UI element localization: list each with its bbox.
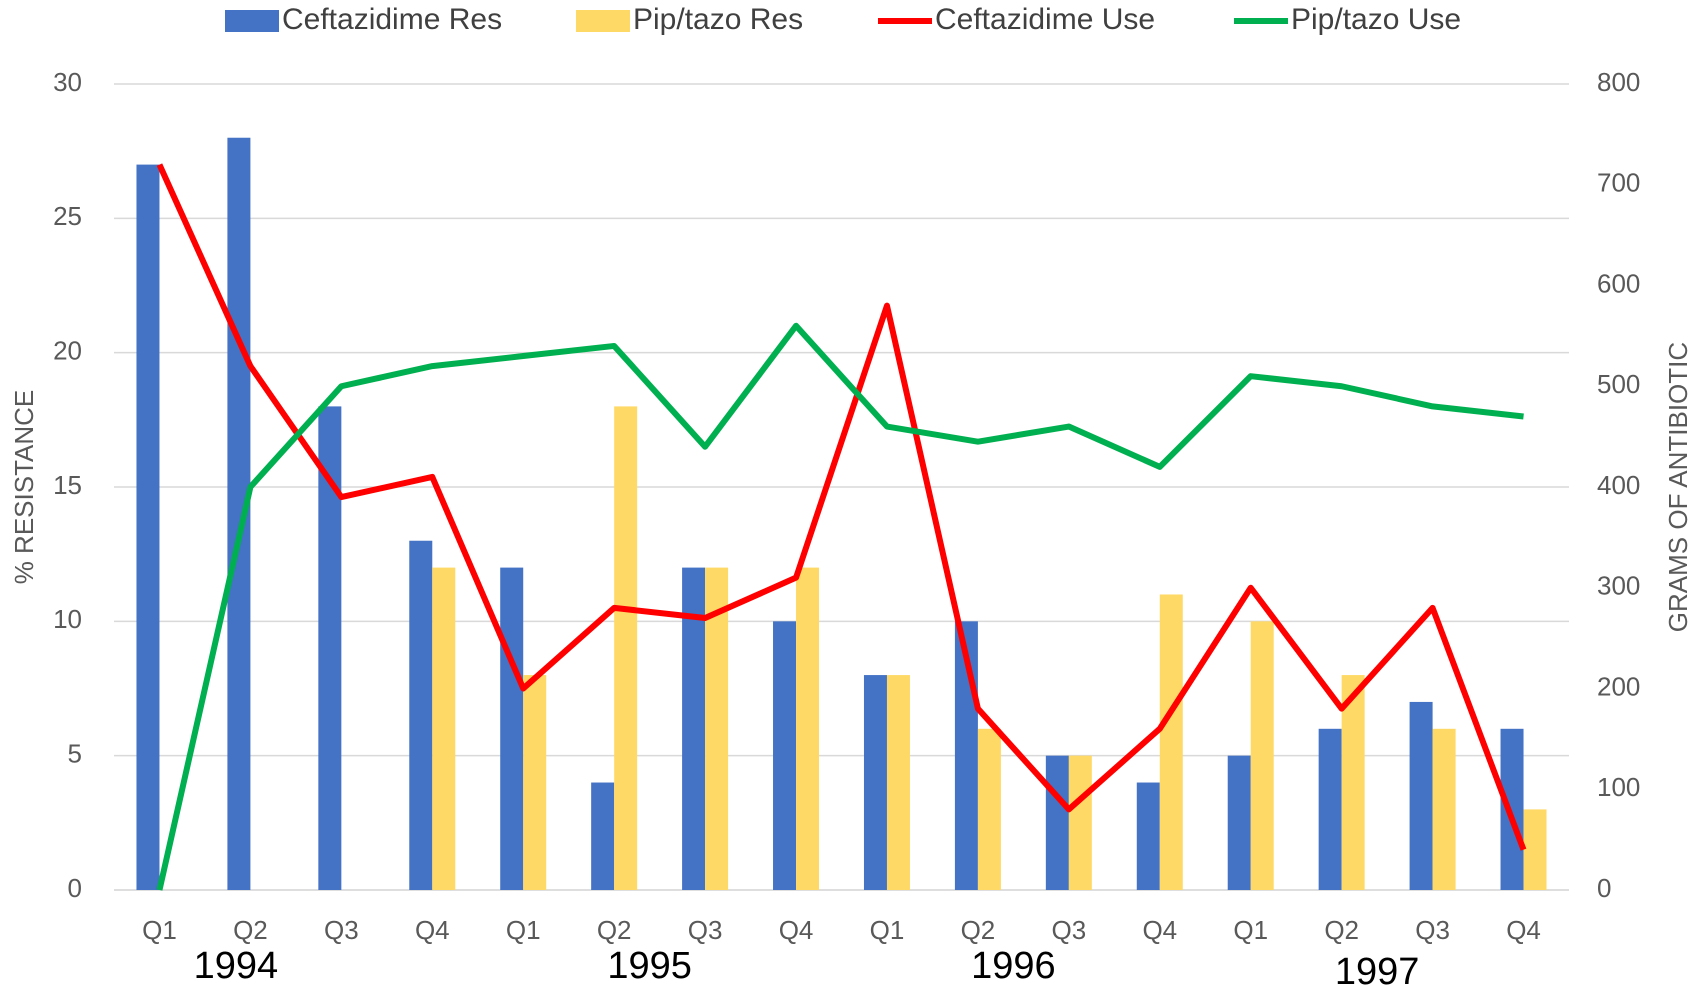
y2-tick-label: 700	[1597, 168, 1640, 198]
bar	[1045, 755, 1069, 890]
y2-tick-label: 100	[1597, 772, 1640, 802]
bar	[863, 675, 887, 890]
bar	[682, 567, 706, 890]
bar	[1250, 621, 1274, 890]
x-tick-label: Q1	[870, 915, 905, 945]
year-label: 1996	[971, 945, 1056, 986]
y-tick-label: 20	[53, 336, 82, 366]
y2-axis-title: GRAMS OF ANTIBIOTIC	[1663, 342, 1693, 632]
line-series	[156, 163, 1527, 851]
bar	[977, 728, 1001, 890]
bar	[432, 567, 456, 890]
bar	[1409, 701, 1433, 890]
y2-tick-label: 400	[1597, 470, 1640, 500]
x-tick-label: Q3	[1052, 915, 1087, 945]
year-label: 1997	[1335, 951, 1420, 986]
x-tick-label: Q3	[324, 915, 359, 945]
y-axis-title: % RESISTANCE	[9, 390, 39, 585]
y2-tick-label: 200	[1597, 671, 1640, 701]
y2-tick-label: 600	[1597, 268, 1640, 298]
legend-label: Ceftazidime Res	[282, 3, 502, 36]
y2-tick-label: 0	[1597, 873, 1611, 903]
bar	[1068, 755, 1092, 890]
x-tick-label: Q4	[415, 915, 450, 945]
x-tick-label: Q1	[142, 915, 177, 945]
year-label: 1995	[607, 945, 692, 986]
bar	[886, 675, 910, 890]
bar	[1159, 594, 1183, 890]
y-tick-label: 15	[53, 470, 82, 500]
x-tick-label: Q1	[1233, 915, 1268, 945]
bar	[1500, 728, 1524, 890]
y2-tick-label: 300	[1597, 571, 1640, 601]
y-tick-label: 10	[53, 604, 82, 634]
bar	[1227, 755, 1251, 890]
legend-label: Pip/tazo Use	[1291, 3, 1461, 36]
x-tick-label: Q4	[779, 915, 814, 945]
y-tick-label: 5	[68, 739, 82, 769]
y-tick-label: 25	[53, 201, 82, 231]
x-tick-label: Q2	[233, 915, 268, 945]
x-tick-label: Q2	[1324, 915, 1359, 945]
y2-tick-label: 500	[1597, 369, 1640, 399]
bar	[1523, 809, 1547, 890]
bar	[796, 567, 820, 890]
bar	[136, 164, 160, 891]
line-series	[156, 322, 1524, 891]
bar	[409, 540, 433, 890]
bar	[318, 406, 342, 890]
bar	[614, 406, 638, 890]
legend-label: Ceftazidime Use	[935, 3, 1155, 36]
x-tick-label: Q1	[506, 915, 541, 945]
year-label: 1994	[194, 945, 279, 986]
x-tick-label: Q4	[1142, 915, 1177, 945]
bar	[705, 567, 729, 890]
x-tick-label: Q2	[597, 915, 632, 945]
bar	[591, 782, 615, 890]
bar	[500, 567, 524, 890]
x-tick-label: Q3	[1415, 915, 1450, 945]
bar	[523, 675, 547, 890]
bar	[1318, 728, 1342, 890]
bar	[1136, 782, 1160, 890]
x-tick-label: Q2	[961, 915, 996, 945]
x-tick-label: Q3	[688, 915, 723, 945]
legend-label: Pip/tazo Res	[633, 3, 803, 36]
bar	[1341, 675, 1365, 890]
y-tick-label: 0	[68, 873, 82, 903]
bar	[773, 621, 797, 890]
x-tick-label: Q4	[1506, 915, 1541, 945]
bar	[1432, 728, 1456, 890]
legend-swatch	[225, 10, 279, 32]
y2-tick-label: 800	[1597, 67, 1640, 97]
y-tick-label: 30	[53, 67, 82, 97]
legend-swatch	[576, 10, 630, 32]
